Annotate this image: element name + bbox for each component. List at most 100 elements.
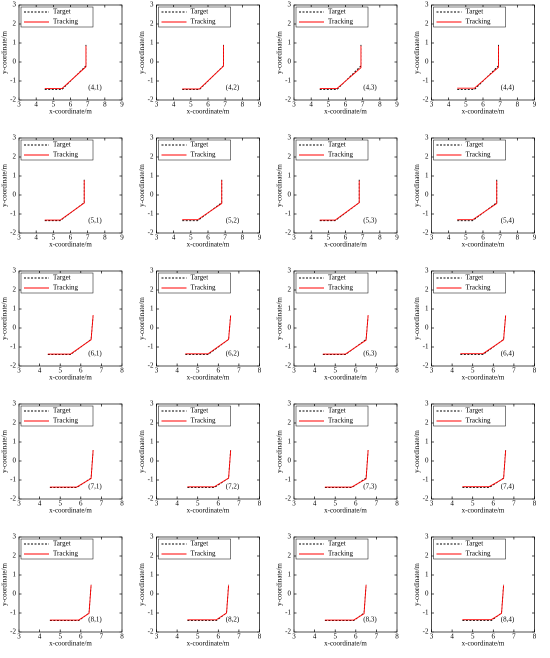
- legend-label: Tracking: [328, 151, 354, 159]
- x-tick-label: 3: [430, 101, 434, 109]
- y-tick-label: -1: [285, 210, 291, 218]
- x-tick-label: 8: [516, 234, 520, 242]
- series-line: [44, 180, 85, 221]
- x-tick-label: 5: [196, 500, 200, 508]
- y-tick-label: 1: [150, 39, 154, 47]
- series-line: [44, 179, 85, 222]
- y-tick-label: -1: [423, 210, 429, 218]
- legend-label: Tracking: [191, 284, 217, 292]
- annotation: (5,2): [226, 217, 240, 225]
- x-tick-label: 8: [378, 234, 382, 242]
- y-tick-label: -2: [423, 628, 429, 636]
- legend-label: Tracking: [191, 550, 217, 558]
- x-axis-label: x-coordinate/m: [462, 108, 505, 116]
- legend-label: Tracking: [466, 151, 492, 159]
- legend-label: Tracking: [466, 18, 492, 26]
- y-tick-label: 2: [425, 20, 429, 28]
- y-tick-label: 1: [425, 305, 429, 313]
- x-tick-label: 6: [344, 101, 348, 109]
- x-tick-label: 3: [17, 367, 21, 375]
- annotation: (5,4): [501, 217, 515, 225]
- y-tick-label: 2: [150, 153, 154, 161]
- y-tick-label: -1: [423, 609, 429, 617]
- y-tick-label: -1: [10, 77, 16, 85]
- y-tick-label: -2: [148, 362, 154, 370]
- x-tick-label: 8: [395, 633, 399, 641]
- y-tick-label: 2: [150, 552, 154, 560]
- x-tick-label: 5: [471, 633, 475, 641]
- series-line: [44, 45, 87, 90]
- y-tick-label: 1: [150, 172, 154, 180]
- series-line: [319, 180, 360, 221]
- x-tick-label: 6: [354, 500, 358, 508]
- x-tick-label: 6: [79, 500, 83, 508]
- x-tick-label: 5: [52, 234, 56, 242]
- x-tick-label: 7: [86, 101, 90, 109]
- y-tick-label: -2: [10, 628, 16, 636]
- subplot: 3 4 5 6 7 8 -2 -1 0 1 2 3 x-coordinate/m y-coordinate…: [138, 533, 262, 648]
- series-line: [182, 180, 223, 221]
- y-tick-label: 0: [13, 191, 17, 199]
- y-tick-label: 0: [13, 324, 17, 332]
- y-tick-label: 1: [13, 438, 17, 446]
- x-tick-label: 7: [512, 500, 516, 508]
- y-tick-label: 3: [13, 400, 17, 408]
- annotation: (8,3): [363, 616, 377, 624]
- series-line: [457, 180, 498, 221]
- legend-label: Tracking: [53, 284, 79, 292]
- x-tick-label: 4: [172, 234, 176, 242]
- y-axis-label: y-coordinate/m: [276, 164, 284, 207]
- y-tick-label: 1: [425, 438, 429, 446]
- y-tick-label: 2: [425, 153, 429, 161]
- series-line: [49, 584, 92, 621]
- y-tick-label: 0: [425, 457, 429, 465]
- x-tick-label: 5: [58, 367, 62, 375]
- x-tick-label: 8: [258, 633, 262, 641]
- x-tick-label: 9: [395, 101, 399, 109]
- legend-label: Tracking: [328, 284, 354, 292]
- series-line: [187, 585, 230, 621]
- annotation: (6,2): [226, 350, 240, 358]
- annotation: (5,1): [88, 217, 102, 225]
- annotation: (5,3): [363, 217, 377, 225]
- y-axis-label: y-coordinate/m: [1, 563, 9, 606]
- y-tick-label: -2: [10, 362, 16, 370]
- subplot: 3 4 5 6 7 8 9 -2 -1 0 1 2 3 x-coordinate/m y-coordinat…: [413, 1, 537, 116]
- y-axis-label: y-coordinate/m: [1, 164, 9, 207]
- x-tick-label: 9: [120, 101, 124, 109]
- legend-label: Target: [328, 274, 346, 282]
- x-tick-label: 3: [292, 367, 296, 375]
- legend-label: Tracking: [191, 417, 217, 425]
- y-tick-label: 1: [150, 571, 154, 579]
- x-axis-label: x-coordinate/m: [324, 374, 367, 382]
- x-tick-label: 7: [100, 500, 104, 508]
- x-tick-label: 8: [258, 367, 262, 375]
- y-tick-label: 1: [425, 172, 429, 180]
- y-tick-label: 2: [425, 552, 429, 560]
- x-tick-label: 5: [52, 101, 56, 109]
- annotation: (6,3): [363, 350, 377, 358]
- subplot: 3 4 5 6 7 8 -2 -1 0 1 2 3 x-coordinate/m y-coordinate…: [413, 267, 537, 382]
- series-line: [185, 314, 232, 356]
- annotation: (7,2): [226, 483, 240, 491]
- y-tick-label: 0: [425, 58, 429, 66]
- x-axis-label: x-coordinate/m: [324, 241, 367, 249]
- y-tick-label: 1: [288, 571, 292, 579]
- legend-label: Target: [53, 274, 71, 282]
- y-tick-label: -1: [285, 476, 291, 484]
- annotation: (7,4): [501, 483, 515, 491]
- x-axis-label: x-coordinate/m: [462, 640, 505, 648]
- y-tick-label: -2: [423, 229, 429, 237]
- y-tick-label: 2: [150, 419, 154, 427]
- plot-frame: [293, 403, 398, 500]
- y-axis-label: y-coordinate/m: [276, 563, 284, 606]
- x-tick-label: 4: [38, 367, 42, 375]
- y-tick-label: -2: [10, 96, 16, 104]
- y-axis-label: y-coordinate/m: [413, 563, 421, 606]
- annotation: (8,1): [88, 616, 102, 624]
- x-tick-label: 8: [120, 633, 124, 641]
- annotation: (4,2): [226, 84, 240, 92]
- legend-label: Tracking: [466, 284, 492, 292]
- series-line: [324, 449, 369, 488]
- plot-frame: [293, 536, 398, 633]
